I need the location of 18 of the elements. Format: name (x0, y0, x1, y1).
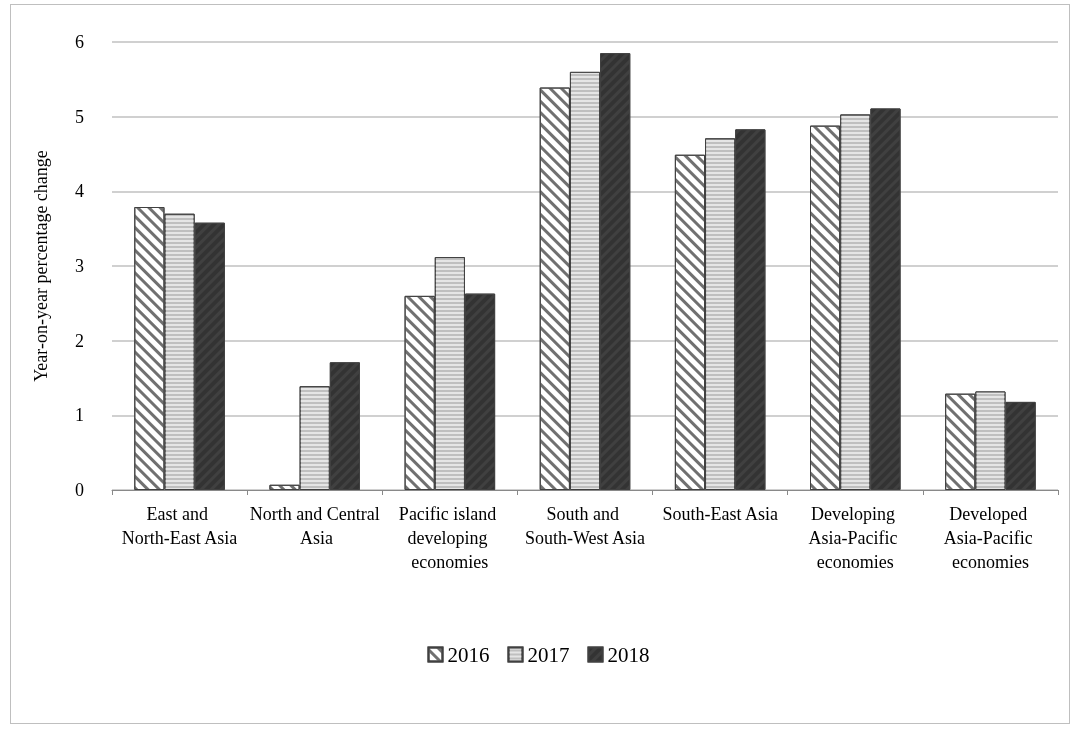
y-tick-label: 1 (75, 405, 84, 426)
legend-label: 2018 (607, 642, 650, 667)
y-tick-label: 3 (75, 256, 84, 276)
y-tick-label: 6 (75, 32, 84, 52)
x-tick-label: South and South-West Asia (524, 504, 646, 548)
x-tick-label: Pacific island developing economies (398, 504, 501, 572)
y-tick-label: 2 (75, 330, 84, 351)
x-tick-label: South-East Asia (662, 504, 778, 524)
x-tick-label: Developing Asia-Pacific economies (808, 504, 903, 572)
legend-label: 2016 (447, 642, 490, 667)
x-tick-label: East and North-East Asia (121, 504, 238, 548)
x-tick-label: Developed Asia-Pacific economies (943, 504, 1038, 572)
y-tick-label: 5 (75, 106, 84, 127)
x-tick-label: North and Central Asia (249, 504, 380, 548)
y-axis-title: Year-on-year percentage change (31, 150, 51, 382)
y-tick-label: 0 (75, 480, 84, 500)
legend-label: 2017 (527, 642, 570, 667)
y-tick-label: 4 (75, 181, 84, 202)
